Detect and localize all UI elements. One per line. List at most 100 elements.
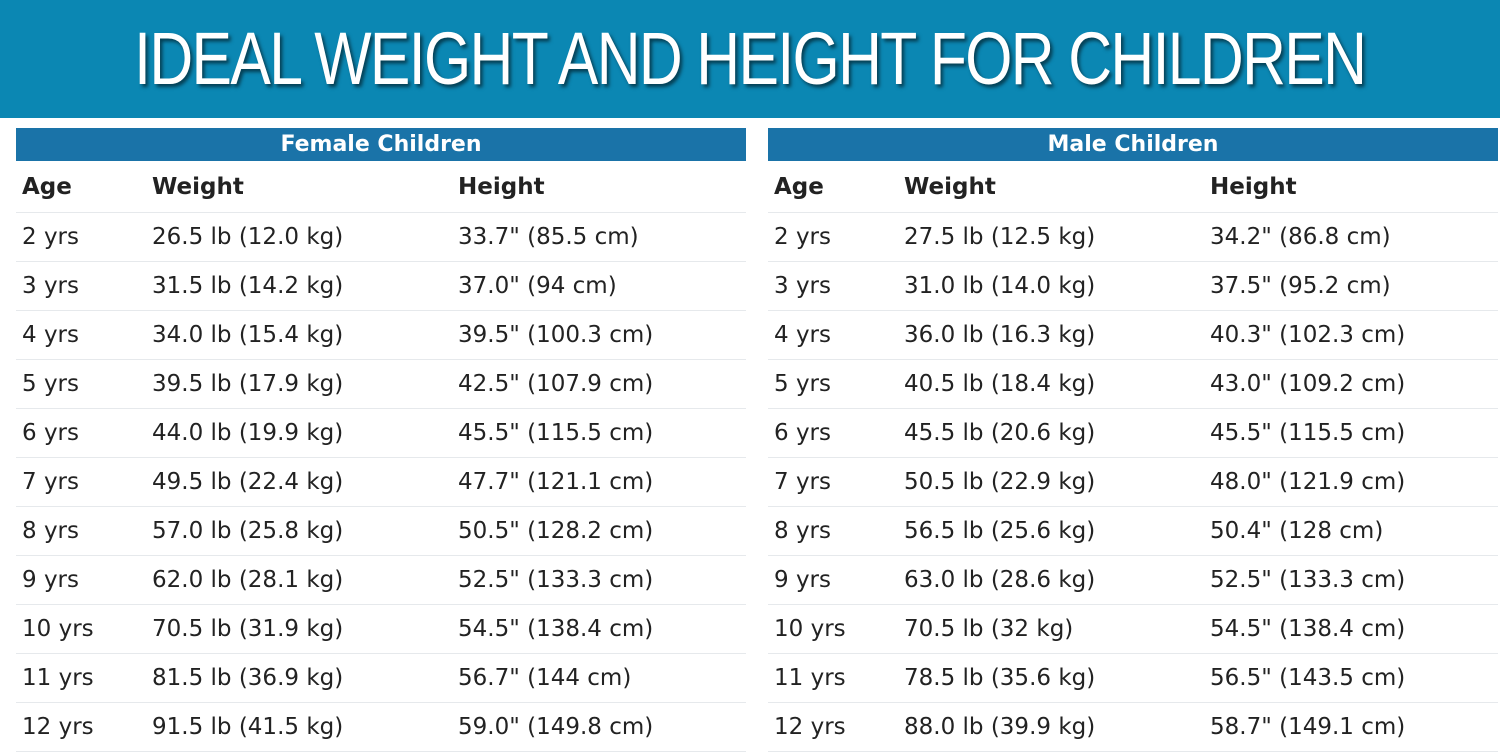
table-row: 11 yrs 78.5 lb (35.6 kg) 56.5" (143.5 cm)	[768, 654, 1498, 703]
height-cell: 39.5" (100.3 cm)	[458, 322, 654, 348]
table-row: 5 yrs 40.5 lb (18.4 kg) 43.0" (109.2 cm)	[768, 360, 1498, 409]
table-row: 6 yrs 44.0 lb (19.9 kg) 45.5" (115.5 cm)	[16, 409, 746, 458]
height-cell: 50.5" (128.2 cm)	[458, 518, 654, 544]
weight-cell: 81.5 lb (36.9 kg)	[152, 665, 344, 691]
table-row: 12 yrs 91.5 lb (41.5 kg) 59.0" (149.8 cm)	[16, 703, 746, 752]
weight-cell: 70.5 lb (32 kg)	[904, 616, 1074, 642]
height-cell: 37.0" (94 cm)	[458, 273, 617, 299]
age-cell: 5 yrs	[22, 371, 79, 397]
column-header-weight: Weight	[904, 173, 996, 200]
height-cell: 50.4" (128 cm)	[1210, 518, 1384, 544]
weight-cell: 40.5 lb (18.4 kg)	[904, 371, 1096, 397]
height-cell: 47.7" (121.1 cm)	[458, 469, 654, 495]
age-cell: 2 yrs	[22, 224, 79, 250]
age-cell: 12 yrs	[22, 714, 94, 740]
weight-cell: 31.5 lb (14.2 kg)	[152, 273, 344, 299]
height-cell: 56.5" (143.5 cm)	[1210, 665, 1406, 691]
age-cell: 12 yrs	[774, 714, 846, 740]
age-cell: 10 yrs	[22, 616, 94, 642]
age-cell: 3 yrs	[774, 273, 831, 299]
height-cell: 56.7" (144 cm)	[458, 665, 632, 691]
height-cell: 45.5" (115.5 cm)	[1210, 420, 1406, 446]
table-row: 9 yrs 63.0 lb (28.6 kg) 52.5" (133.3 cm)	[768, 556, 1498, 605]
height-cell: 42.5" (107.9 cm)	[458, 371, 654, 397]
weight-cell: 27.5 lb (12.5 kg)	[904, 224, 1096, 250]
male-table-body: 2 yrs 27.5 lb (12.5 kg) 34.2" (86.8 cm) 3 y…	[768, 213, 1498, 752]
age-cell: 10 yrs	[774, 616, 846, 642]
column-header-weight: Weight	[152, 173, 244, 200]
weight-cell: 56.5 lb (25.6 kg)	[904, 518, 1096, 544]
table-row: 8 yrs 57.0 lb (25.8 kg) 50.5" (128.2 cm)	[16, 507, 746, 556]
weight-cell: 49.5 lb (22.4 kg)	[152, 469, 344, 495]
height-cell: 33.7" (85.5 cm)	[458, 224, 639, 250]
height-cell: 59.0" (149.8 cm)	[458, 714, 654, 740]
weight-cell: 34.0 lb (15.4 kg)	[152, 322, 344, 348]
height-cell: 37.5" (95.2 cm)	[1210, 273, 1391, 299]
age-cell: 5 yrs	[774, 371, 831, 397]
weight-cell: 50.5 lb (22.9 kg)	[904, 469, 1096, 495]
weight-cell: 36.0 lb (16.3 kg)	[904, 322, 1096, 348]
height-cell: 58.7" (149.1 cm)	[1210, 714, 1406, 740]
tables-area: Female Children Age Weight Height 2 yrs 2…	[0, 128, 1500, 752]
age-cell: 7 yrs	[22, 469, 79, 495]
table-row: 3 yrs 31.0 lb (14.0 kg) 37.5" (95.2 cm)	[768, 262, 1498, 311]
weight-cell: 44.0 lb (19.9 kg)	[152, 420, 344, 446]
male-table-header: Male Children	[768, 128, 1498, 161]
female-table-body: 2 yrs 26.5 lb (12.0 kg) 33.7" (85.5 cm) 3 y…	[16, 213, 746, 752]
column-header-age: Age	[22, 173, 72, 200]
height-cell: 52.5" (133.3 cm)	[458, 567, 654, 593]
age-cell: 2 yrs	[774, 224, 831, 250]
title-banner: IDEAL WEIGHT AND HEIGHT FOR CHILDREN	[0, 0, 1500, 118]
height-cell: 54.5" (138.4 cm)	[1210, 616, 1406, 642]
weight-cell: 39.5 lb (17.9 kg)	[152, 371, 344, 397]
age-cell: 8 yrs	[22, 518, 79, 544]
age-cell: 9 yrs	[22, 567, 79, 593]
height-cell: 34.2" (86.8 cm)	[1210, 224, 1391, 250]
age-cell: 9 yrs	[774, 567, 831, 593]
table-row: 12 yrs 88.0 lb (39.9 kg) 58.7" (149.1 cm)	[768, 703, 1498, 752]
table-row: 4 yrs 34.0 lb (15.4 kg) 39.5" (100.3 cm)	[16, 311, 746, 360]
weight-cell: 26.5 lb (12.0 kg)	[152, 224, 344, 250]
table-row: 8 yrs 56.5 lb (25.6 kg) 50.4" (128 cm)	[768, 507, 1498, 556]
weight-cell: 57.0 lb (25.8 kg)	[152, 518, 344, 544]
age-cell: 4 yrs	[22, 322, 79, 348]
table-row: 6 yrs 45.5 lb (20.6 kg) 45.5" (115.5 cm)	[768, 409, 1498, 458]
female-table: Female Children Age Weight Height 2 yrs 2…	[16, 128, 746, 752]
male-column-headers: Age Weight Height	[768, 161, 1498, 213]
table-row: 9 yrs 62.0 lb (28.1 kg) 52.5" (133.3 cm)	[16, 556, 746, 605]
table-row: 2 yrs 27.5 lb (12.5 kg) 34.2" (86.8 cm)	[768, 213, 1498, 262]
table-row: 5 yrs 39.5 lb (17.9 kg) 42.5" (107.9 cm)	[16, 360, 746, 409]
age-cell: 11 yrs	[774, 665, 846, 691]
height-cell: 45.5" (115.5 cm)	[458, 420, 654, 446]
weight-cell: 62.0 lb (28.1 kg)	[152, 567, 344, 593]
height-cell: 48.0" (121.9 cm)	[1210, 469, 1406, 495]
height-cell: 52.5" (133.3 cm)	[1210, 567, 1406, 593]
page-title: IDEAL WEIGHT AND HEIGHT FOR CHILDREN	[134, 17, 1367, 100]
age-cell: 7 yrs	[774, 469, 831, 495]
weight-cell: 78.5 lb (35.6 kg)	[904, 665, 1096, 691]
table-row: 2 yrs 26.5 lb (12.0 kg) 33.7" (85.5 cm)	[16, 213, 746, 262]
table-row: 7 yrs 50.5 lb (22.9 kg) 48.0" (121.9 cm)	[768, 458, 1498, 507]
male-table: Male Children Age Weight Height 2 yrs 27.…	[768, 128, 1498, 752]
table-row: 4 yrs 36.0 lb (16.3 kg) 40.3" (102.3 cm)	[768, 311, 1498, 360]
table-row: 11 yrs 81.5 lb (36.9 kg) 56.7" (144 cm)	[16, 654, 746, 703]
table-row: 10 yrs 70.5 lb (31.9 kg) 54.5" (138.4 cm)	[16, 605, 746, 654]
table-row: 7 yrs 49.5 lb (22.4 kg) 47.7" (121.1 cm)	[16, 458, 746, 507]
weight-cell: 88.0 lb (39.9 kg)	[904, 714, 1096, 740]
weight-cell: 70.5 lb (31.9 kg)	[152, 616, 344, 642]
column-header-height: Height	[1210, 173, 1297, 200]
female-table-header: Female Children	[16, 128, 746, 161]
height-cell: 54.5" (138.4 cm)	[458, 616, 654, 642]
weight-cell: 45.5 lb (20.6 kg)	[904, 420, 1096, 446]
weight-cell: 63.0 lb (28.6 kg)	[904, 567, 1096, 593]
column-header-height: Height	[458, 173, 545, 200]
age-cell: 6 yrs	[22, 420, 79, 446]
weight-cell: 31.0 lb (14.0 kg)	[904, 273, 1096, 299]
female-column-headers: Age Weight Height	[16, 161, 746, 213]
age-cell: 11 yrs	[22, 665, 94, 691]
table-row: 10 yrs 70.5 lb (32 kg) 54.5" (138.4 cm)	[768, 605, 1498, 654]
age-cell: 8 yrs	[774, 518, 831, 544]
height-cell: 40.3" (102.3 cm)	[1210, 322, 1406, 348]
age-cell: 6 yrs	[774, 420, 831, 446]
table-row: 3 yrs 31.5 lb (14.2 kg) 37.0" (94 cm)	[16, 262, 746, 311]
